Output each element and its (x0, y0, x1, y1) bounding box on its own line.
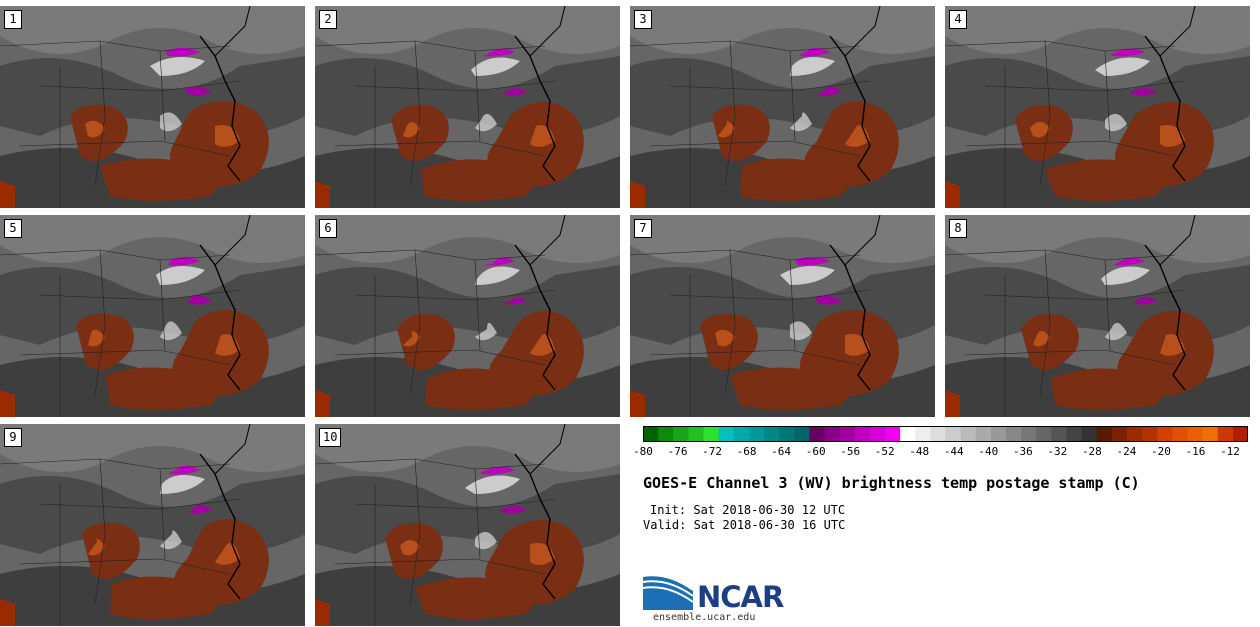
colorbar-swatch (643, 426, 659, 442)
colorbar-tick-label: -68 (736, 445, 757, 458)
panel-label: 10 (319, 428, 342, 447)
colorbar-swatch (688, 426, 705, 442)
panel-label: 8 (949, 219, 967, 238)
colorbar-swatch (990, 426, 1007, 442)
colorbar-swatch (1157, 426, 1173, 442)
map-panel-6[interactable]: 6 (315, 215, 620, 417)
wv-field (315, 215, 620, 417)
wv-field (945, 215, 1250, 417)
map-panel-8[interactable]: 8 (945, 215, 1250, 417)
colorbar-swatch (1036, 426, 1052, 442)
colorbar-swatch (945, 426, 962, 442)
colorbar-swatch (1127, 426, 1143, 442)
colorbar-tick-label: -56 (840, 445, 861, 458)
panel-label: 4 (949, 10, 967, 29)
colorbar-tick-label: -72 (702, 445, 722, 458)
panel-label: 3 (634, 10, 652, 29)
panel-label: 1 (4, 10, 22, 29)
colorbar-tick-label: -16 (1185, 445, 1206, 458)
colorbar-swatch (824, 426, 841, 442)
colorbar-swatch (1217, 426, 1234, 442)
colorbar-swatch (779, 426, 795, 442)
colorbar-swatch (1232, 426, 1248, 442)
colorbar-swatch (975, 426, 992, 442)
wv-field (315, 6, 620, 208)
colorbar-swatch (854, 426, 871, 442)
map-panel-1[interactable]: 1 (0, 6, 305, 208)
colorbar-swatch (718, 426, 735, 442)
colorbar-swatch (900, 426, 916, 442)
logo-url: ensemble.ucar.edu (653, 612, 756, 623)
colorbar-tick-label: -64 (771, 445, 792, 458)
colorbar-swatch (1021, 426, 1037, 442)
colorbar-swatch (673, 426, 689, 442)
colorbar-tick-label: -80 (633, 445, 653, 458)
colorbar-tick-label: -44 (943, 445, 964, 458)
map-panel-5[interactable]: 5 (0, 215, 305, 417)
init-time: Init: Sat 2018-06-30 12 UTC (650, 503, 846, 517)
map-panel-9[interactable]: 9 (0, 424, 305, 626)
panel-label: 6 (319, 219, 337, 238)
wv-field (945, 6, 1250, 208)
logo-text: NCAR (697, 580, 784, 614)
colorbar-swatch (1066, 426, 1083, 442)
colorbar-swatch (869, 426, 886, 442)
colorbar-swatch (915, 426, 931, 442)
colorbar-swatch (658, 426, 674, 442)
panel-label: 7 (634, 219, 652, 238)
colorbar-tick-label: -28 (1081, 445, 1102, 458)
colorbar-tick-label: -12 (1220, 445, 1240, 458)
colorbar-tick-label: -20 (1151, 445, 1171, 458)
colorbar-tick-label: -60 (805, 445, 826, 458)
colorbar-tick-label: -36 (1012, 445, 1033, 458)
colorbar-swatch (1202, 426, 1219, 442)
colorbar-swatch (960, 426, 977, 442)
map-panel-3[interactable]: 3 (630, 6, 935, 208)
wv-field (0, 215, 305, 417)
colorbar-swatch (1081, 426, 1098, 442)
panel-label: 9 (4, 428, 22, 447)
colorbar-swatch (1187, 426, 1204, 442)
colorbar-swatch (1111, 426, 1128, 442)
colorbar-swatch (1172, 426, 1189, 442)
colorbar-tick-label: -52 (874, 445, 895, 458)
map-panel-4[interactable]: 4 (945, 6, 1250, 208)
colorbar-swatch (809, 426, 826, 442)
colorbar-tick-label: -24 (1116, 445, 1137, 458)
colorbar-tick-label: -48 (909, 445, 930, 458)
wv-field (0, 6, 305, 208)
wv-field (0, 424, 305, 626)
colorbar-swatch (748, 426, 765, 442)
valid-time: Valid: Sat 2018-06-30 16 UTC (643, 518, 846, 532)
colorbar-swatch (733, 426, 750, 442)
colorbar-swatch (1096, 426, 1113, 442)
colorbar-swatch (930, 426, 947, 442)
ncar-logo-icon (643, 574, 694, 610)
panel-label: 5 (4, 219, 22, 238)
colorbar-tick-label: -40 (978, 445, 999, 458)
colorbar-tick-label: -76 (667, 445, 688, 458)
map-panel-2[interactable]: 2 (315, 6, 620, 208)
wv-field (630, 6, 935, 208)
colorbar (643, 426, 1248, 442)
colorbar-swatch (764, 426, 780, 442)
colorbar-swatch (885, 426, 901, 442)
colorbar-swatch (1006, 426, 1022, 442)
figure-title: GOES-E Channel 3 (WV) brightness temp po… (643, 474, 1140, 492)
colorbar-swatch (794, 426, 810, 442)
colorbar-swatch (1142, 426, 1158, 442)
map-panel-10[interactable]: 10 (315, 424, 620, 626)
colorbar-swatch (1051, 426, 1068, 442)
panel-label: 2 (319, 10, 337, 29)
wv-field (315, 424, 620, 626)
colorbar-swatch (703, 426, 720, 442)
colorbar-swatch (839, 426, 856, 442)
wv-field (630, 215, 935, 417)
map-panel-7[interactable]: 7 (630, 215, 935, 417)
colorbar-tick-label: -32 (1047, 445, 1068, 458)
